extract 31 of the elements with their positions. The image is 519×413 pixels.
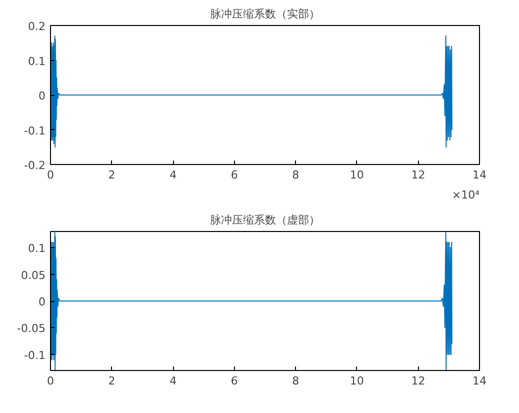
line-series [50, 35, 452, 148]
text: ×10⁴ [452, 188, 480, 202]
x-tick-label: 10 [350, 168, 364, 182]
x-tick-label: 14 [472, 168, 486, 182]
x-tick-label: 0 [47, 374, 54, 388]
y-tick-label: -0.2 [24, 159, 46, 172]
x-tick-label: 12 [411, 374, 426, 388]
y-tick-label: 0.2 [28, 20, 46, 33]
y-tick-label: -0.1 [24, 124, 46, 138]
x-tick-label: 12 [411, 168, 426, 182]
y-tick-label: 0 [38, 296, 46, 308]
x-tick-label: 8 [292, 168, 300, 182]
x-tick-label: 6 [230, 374, 238, 388]
chart-title: 脉冲压缩系数（虚部） [210, 214, 320, 226]
x-tick-label: 2 [108, 168, 116, 182]
line-series [50, 232, 452, 370]
chart-title: 脉冲压缩系数（实部） [210, 8, 320, 20]
x-tick-label: 4 [170, 168, 177, 182]
x-tick-label: 2 [108, 374, 116, 388]
x-tick-label: 8 [292, 374, 300, 388]
x-tick-label: 0 [47, 168, 54, 182]
y-tick-label: -0.1 [24, 348, 46, 362]
x-tick-label: 6 [230, 168, 238, 182]
x-tick-label: 4 [170, 374, 177, 388]
x-tick-label: 14 [472, 374, 486, 388]
x-tick-label: 10 [350, 374, 364, 388]
y-tick-label: 0 [38, 90, 46, 102]
y-tick-label: 0.1 [28, 54, 46, 68]
y-tick-label: 0.1 [28, 242, 46, 256]
y-tick-label: 0.05 [21, 268, 46, 282]
y-tick-label: -0.05 [17, 322, 46, 336]
